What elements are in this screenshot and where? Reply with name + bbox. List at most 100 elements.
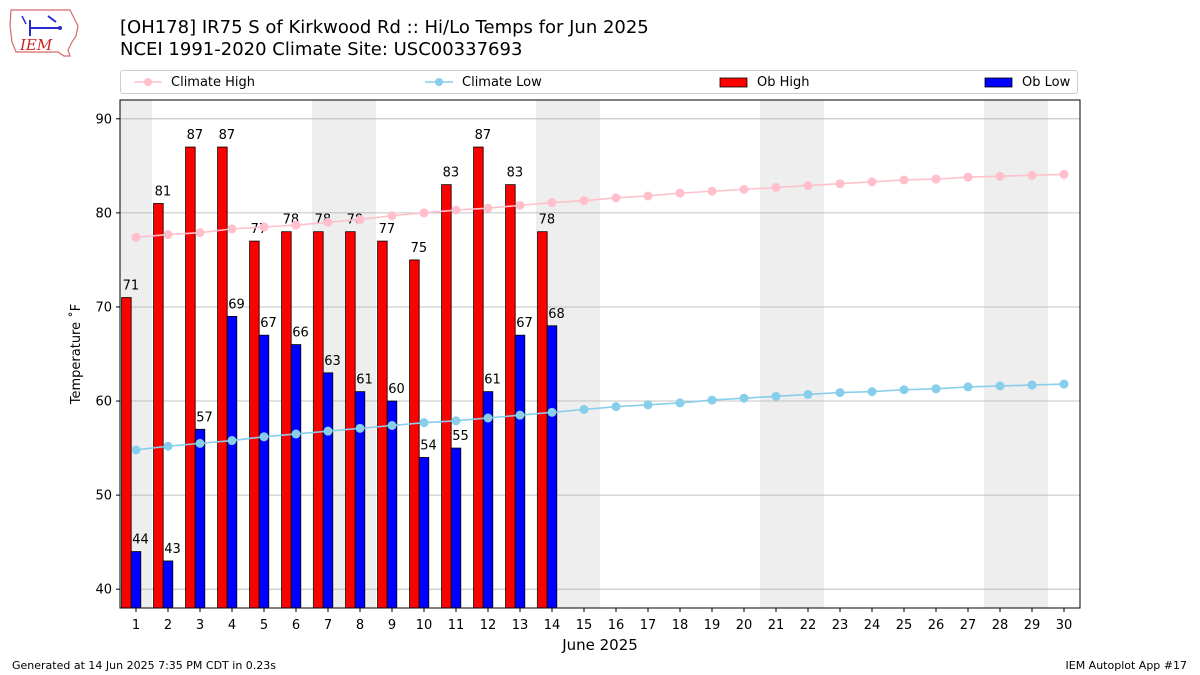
climate-low-point bbox=[899, 385, 909, 395]
climate-high-point bbox=[1027, 170, 1037, 180]
ob-high-bar bbox=[313, 231, 324, 609]
y-axis-label: Temperature ˚F bbox=[68, 304, 84, 405]
ob-low-label: 67 bbox=[516, 316, 533, 331]
y-tick-label: 50 bbox=[95, 489, 112, 504]
climate-low-point bbox=[995, 381, 1005, 391]
climate-high-point bbox=[515, 200, 525, 210]
climate-high-point bbox=[291, 220, 301, 230]
chart-subtitle: NCEI 1991-2020 Climate Site: USC00337693 bbox=[120, 39, 523, 60]
legend-label: Climate High bbox=[171, 74, 256, 90]
ob-low-label: 67 bbox=[260, 316, 277, 331]
climate-low-point bbox=[291, 429, 301, 439]
climate-low-point bbox=[323, 426, 333, 436]
climate-high-point bbox=[707, 186, 717, 196]
x-tick-label: 18 bbox=[672, 618, 689, 633]
climate-high-point bbox=[899, 175, 909, 185]
weekend-shade bbox=[984, 100, 1016, 608]
ob-low-bar bbox=[418, 457, 430, 609]
climate-high-point bbox=[323, 217, 333, 227]
ob-high-label: 83 bbox=[443, 166, 460, 181]
weekend-shade bbox=[792, 100, 824, 608]
legend: Climate High Climate Low Ob High Ob Low bbox=[120, 70, 1078, 94]
climate-low-point bbox=[739, 393, 749, 403]
climate-high-point bbox=[835, 179, 845, 189]
ob-low-label: 60 bbox=[388, 382, 405, 397]
ob-low-bar bbox=[546, 325, 558, 609]
climate-high-point bbox=[739, 184, 749, 194]
ob-high-label: 83 bbox=[507, 166, 524, 181]
ob-low-label: 63 bbox=[324, 354, 341, 369]
x-tick-label: 15 bbox=[576, 618, 593, 633]
ob-high-bar bbox=[537, 231, 548, 609]
ob-high-bar bbox=[345, 231, 356, 609]
x-tick-label: 12 bbox=[480, 618, 497, 633]
ob-low-bar bbox=[130, 551, 142, 609]
climate-low-point bbox=[771, 391, 781, 401]
ob-low-bar bbox=[162, 560, 174, 609]
climate-low-point bbox=[451, 416, 461, 426]
climate-high-point bbox=[611, 193, 621, 203]
ob-low-bar bbox=[514, 334, 526, 609]
ob-high-label: 87 bbox=[475, 128, 492, 143]
ob-high-bar bbox=[185, 146, 196, 609]
x-tick-label: 23 bbox=[832, 618, 849, 633]
y-tick-label: 40 bbox=[95, 583, 112, 598]
ob-low-bar bbox=[450, 447, 462, 609]
chart-title: [OH178] IR75 S of Kirkwood Rd :: Hi/Lo T… bbox=[120, 17, 649, 38]
ob-low-swatch-icon bbox=[984, 77, 1013, 88]
climate-high-point bbox=[675, 188, 685, 198]
ob-low-label: 61 bbox=[484, 373, 501, 388]
ob-high-bar bbox=[505, 184, 516, 609]
legend-label: Ob High bbox=[757, 74, 810, 90]
climate-low-point bbox=[1059, 379, 1069, 389]
ob-low-label: 57 bbox=[196, 410, 213, 425]
weekend-shade bbox=[1016, 100, 1048, 608]
ob-high-bar bbox=[281, 231, 292, 609]
ob-low-label: 69 bbox=[228, 297, 245, 312]
weekend-shade bbox=[760, 100, 792, 608]
climate-high-point bbox=[195, 228, 205, 238]
x-tick-label: 27 bbox=[960, 618, 977, 633]
ob-low-label: 61 bbox=[356, 373, 373, 388]
y-tick-label: 80 bbox=[95, 206, 112, 221]
x-tick-label: 24 bbox=[864, 618, 881, 633]
generated-timestamp: Generated at 14 Jun 2025 7:35 PM CDT in … bbox=[12, 659, 277, 672]
legend-label: Climate Low bbox=[462, 74, 542, 90]
ob-low-label: 44 bbox=[132, 533, 149, 548]
y-tick-label: 70 bbox=[95, 300, 112, 315]
x-tick-label: 4 bbox=[228, 618, 236, 633]
climate-low-point bbox=[515, 410, 525, 420]
ob-high-swatch-icon bbox=[719, 77, 748, 88]
ob-high-label: 87 bbox=[219, 128, 236, 143]
x-tick-label: 13 bbox=[512, 618, 529, 633]
climate-low-point bbox=[579, 405, 589, 415]
ob-low-label: 55 bbox=[452, 429, 469, 444]
climate-low-swatch-icon bbox=[425, 78, 453, 86]
ob-low-label: 43 bbox=[164, 542, 181, 557]
climate-low-point bbox=[163, 441, 173, 451]
legend-label: Ob Low bbox=[1022, 74, 1071, 90]
climate-high-point bbox=[1059, 169, 1069, 179]
ob-high-label: 87 bbox=[187, 128, 204, 143]
climate-high-point bbox=[227, 224, 237, 234]
climate-high-point bbox=[259, 222, 269, 232]
ob-low-bar bbox=[386, 400, 398, 609]
ob-high-bar bbox=[441, 184, 452, 609]
x-tick-label: 3 bbox=[196, 618, 204, 633]
climate-low-point bbox=[675, 398, 685, 408]
x-tick-label: 22 bbox=[800, 618, 817, 633]
x-tick-label: 10 bbox=[416, 618, 433, 633]
x-tick-label: 14 bbox=[544, 618, 561, 633]
climate-low-point bbox=[867, 387, 877, 397]
iem-logo: IEM bbox=[8, 6, 82, 60]
climate-low-point bbox=[355, 423, 365, 433]
ob-high-bar bbox=[377, 240, 388, 609]
y-tick-label: 60 bbox=[95, 395, 112, 410]
ob-high-bar bbox=[153, 203, 164, 609]
x-tick-label: 17 bbox=[640, 618, 657, 633]
ob-high-label: 78 bbox=[539, 213, 556, 228]
ob-high-bar bbox=[217, 146, 228, 609]
app-credit: IEM Autoplot App #17 bbox=[1065, 659, 1188, 672]
climate-high-point bbox=[419, 208, 429, 218]
legend-climate-high: Climate High bbox=[133, 71, 255, 93]
